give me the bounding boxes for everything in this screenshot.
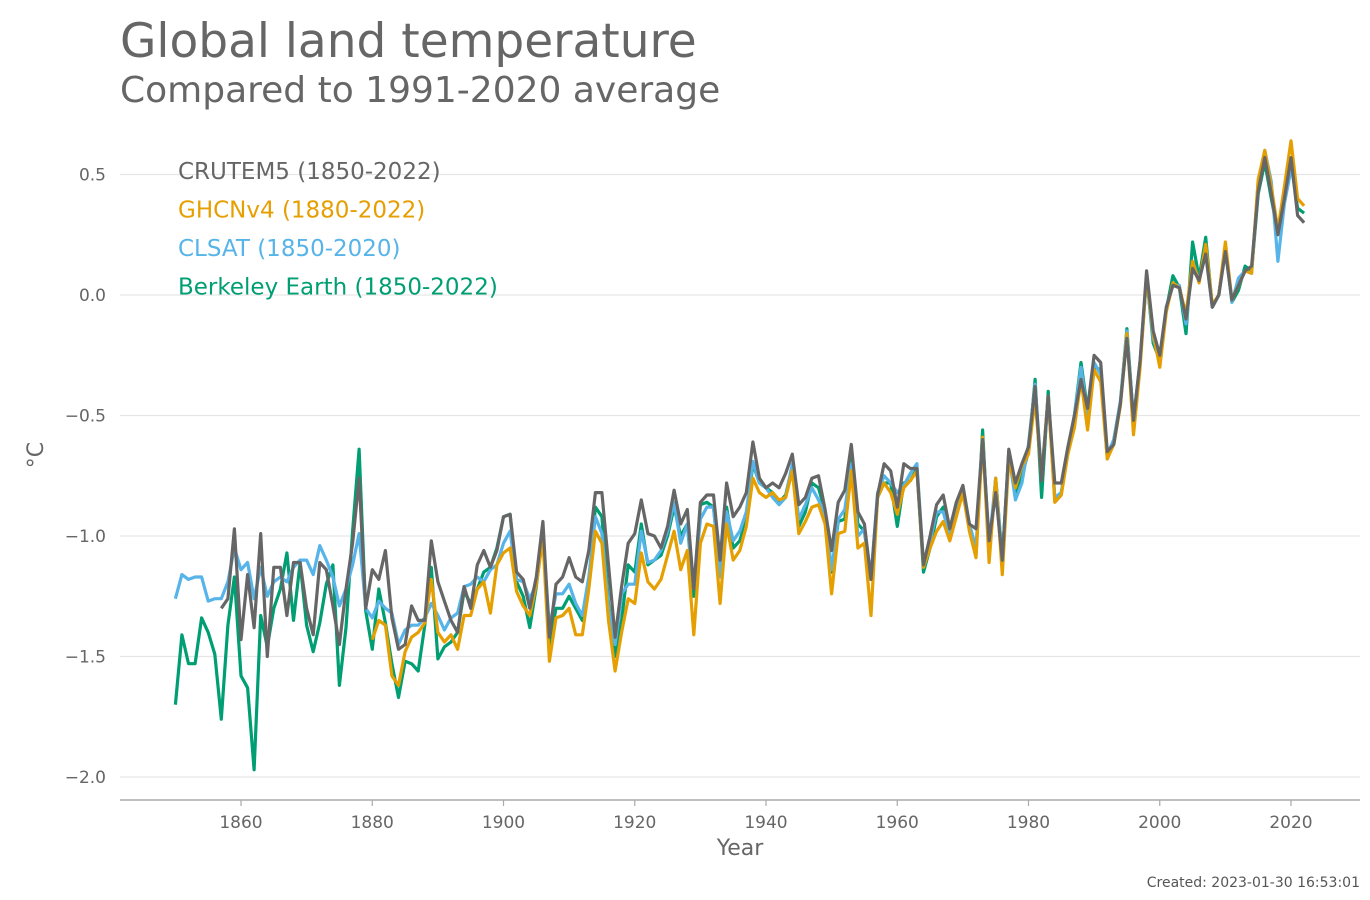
chart-subtitle: Compared to 1991-2020 average bbox=[120, 70, 721, 111]
series-line-crutem5 bbox=[219, 156, 1306, 659]
y-tick-label: −0.5 bbox=[65, 407, 106, 427]
x-tick-labels: 1860 1880 1900 1920 1940 1960 1980 2000 2020 bbox=[219, 800, 1313, 833]
y-axis-label: °C bbox=[24, 442, 49, 468]
x-tick-label: 1980 bbox=[1007, 813, 1050, 833]
x-tick-label: 2000 bbox=[1138, 813, 1181, 833]
x-axis-label: Year bbox=[716, 836, 765, 861]
x-tick-label: 1940 bbox=[744, 813, 787, 833]
y-tick-label: −1.5 bbox=[65, 648, 106, 668]
y-tick-labels: 0.5 0.0 −0.5 −1.0 −1.5 −2.0 bbox=[65, 166, 106, 789]
x-tick-label: 1900 bbox=[482, 813, 525, 833]
series-line-clsat bbox=[173, 148, 1293, 647]
created-timestamp: Created: 2023-01-30 16:53:01 bbox=[1146, 875, 1360, 891]
y-tick-label: 0.0 bbox=[79, 286, 106, 306]
gridlines bbox=[120, 173, 1360, 778]
x-tick-label: 1920 bbox=[613, 813, 656, 833]
x-tick-label: 1860 bbox=[219, 813, 262, 833]
legend-item: Berkeley Earth (1850-2022) bbox=[178, 275, 498, 301]
y-tick-label: −2.0 bbox=[65, 768, 106, 788]
y-tick-label: 0.5 bbox=[79, 166, 106, 186]
chart-title: Global land temperature bbox=[120, 14, 697, 69]
legend-item: CRUTEM5 (1850-2022) bbox=[178, 159, 441, 185]
series-line-ghcnv4 bbox=[370, 139, 1306, 688]
x-tick-label: 2020 bbox=[1269, 813, 1312, 833]
legend-item: CLSAT (1850-2020) bbox=[178, 236, 401, 262]
x-tick-label: 1880 bbox=[351, 813, 394, 833]
y-tick-label: −1.0 bbox=[65, 527, 106, 547]
series-lines bbox=[173, 139, 1306, 772]
legend-item: GHCNv4 (1880-2022) bbox=[178, 198, 425, 224]
x-tick-label: 1960 bbox=[876, 813, 919, 833]
legend: CRUTEM5 (1850-2022) GHCNv4 (1880-2022) CLS… bbox=[178, 159, 498, 301]
